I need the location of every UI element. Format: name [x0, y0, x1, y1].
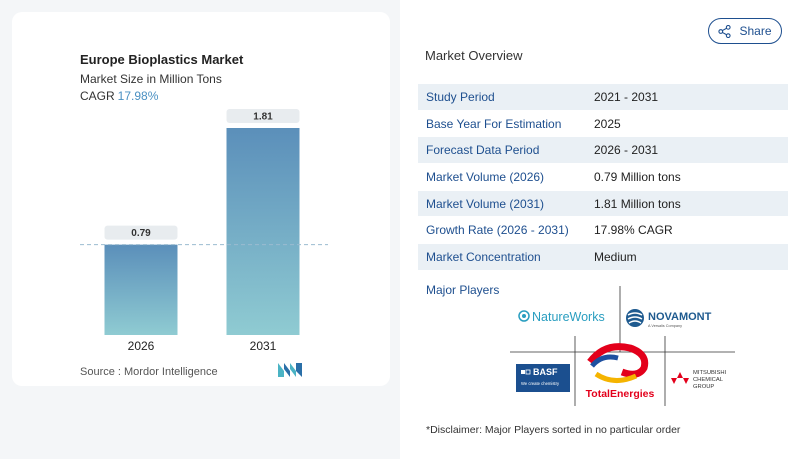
overview-row: Market Volume (2026) 0.79 Million tons [418, 164, 788, 191]
share-icon [718, 24, 732, 38]
overview-row: Base Year For Estimation 2025 [418, 110, 788, 138]
chart-subtitle: Market Size in Million Tons [80, 72, 222, 86]
overview-key: Growth Rate (2026 - 2031) [426, 223, 569, 238]
basf-logo: BASF We create chemistry [516, 364, 570, 392]
mitsubishi-text-3: GROUP [693, 384, 714, 390]
share-button[interactable]: Share [708, 18, 782, 44]
overview-table: Study Period 2021 - 2031 Base Year For Est… [418, 84, 788, 271]
data-label-2026: 0.79 [131, 228, 151, 239]
overview-row: Growth Rate (2026 - 2031) 17.98% CAGR [418, 217, 788, 245]
totalenergies-logo: TotalEnergies [586, 343, 655, 400]
data-label-bg-2031 [226, 109, 300, 123]
novamont-text: NOVAMONT [648, 311, 712, 323]
bar-chart: 0.79 2026 1.81 2031 [80, 109, 328, 353]
overview-title: Market Overview [425, 48, 523, 63]
natureworks-text: NatureWorks [532, 310, 605, 324]
natureworks-logo: NatureWorks [518, 310, 605, 324]
basf-text: BASF [533, 367, 558, 377]
mitsubishi-text-2: CHEMICAL [693, 377, 724, 383]
data-label-bg-2026 [104, 225, 178, 240]
overview-key: Market Concentration [426, 249, 541, 264]
mordor-logo-icon [278, 363, 302, 377]
share-label: Share [739, 24, 772, 38]
overview-row: Market Volume (2031) 1.81 Million tons [418, 190, 788, 218]
overview-row: Forecast Data Period 2026 - 2031 [418, 137, 788, 165]
chart-card [12, 12, 390, 386]
chart-cagr: CAGR 17.98% [80, 89, 158, 103]
overview-value: Medium [594, 249, 637, 264]
bar-2031 [226, 128, 300, 335]
overview-value: 0.79 Million tons [594, 169, 681, 184]
overview-key: Base Year For Estimation [426, 116, 562, 131]
mitsubishi-logo: MITSUBISHI CHEMICAL GROUP [671, 370, 727, 390]
major-players-label: Major Players [426, 283, 500, 297]
overview-value: 2025 [594, 116, 621, 131]
overview-value: 17.98% CAGR [594, 223, 673, 238]
x-tick-2026: 2026 [128, 339, 155, 353]
bar-2026 [104, 244, 178, 335]
overview-value: 2021 - 2031 [594, 89, 659, 104]
cagr-value: 17.98% [117, 89, 159, 103]
overview-key: Market Volume (2026) [426, 169, 545, 184]
source-note: Source : Mordor Intelligence [80, 366, 218, 378]
overview-key: Forecast Data Period [426, 143, 540, 158]
x-tick-2031: 2031 [250, 339, 277, 353]
overview-key: Study Period [426, 89, 495, 104]
disclaimer: *Disclaimer: Major Players sorted in no … [426, 424, 681, 436]
totalenergies-text: TotalEnergies [586, 388, 655, 400]
overview-row: Market Concentration Medium [418, 244, 788, 271]
novamont-subtext: A Versalis Company [648, 324, 682, 328]
chart-title: Europe Bioplastics Market [80, 52, 244, 67]
major-players-logos: NatureWorks NOVAMONT A Versalis Company … [510, 286, 735, 406]
data-label-2031: 1.81 [253, 112, 273, 123]
basf-subtext: We create chemistry [521, 381, 560, 386]
mitsubishi-text-1: MITSUBISHI [693, 370, 727, 376]
overview-row: Study Period 2021 - 2031 [418, 84, 788, 111]
overview-value: 2026 - 2031 [594, 143, 659, 158]
overview-value: 1.81 Million tons [594, 196, 681, 211]
overview-key: Market Volume (2031) [426, 196, 545, 211]
cagr-label: CAGR [80, 89, 115, 103]
novamont-logo: NOVAMONT A Versalis Company [626, 309, 712, 328]
